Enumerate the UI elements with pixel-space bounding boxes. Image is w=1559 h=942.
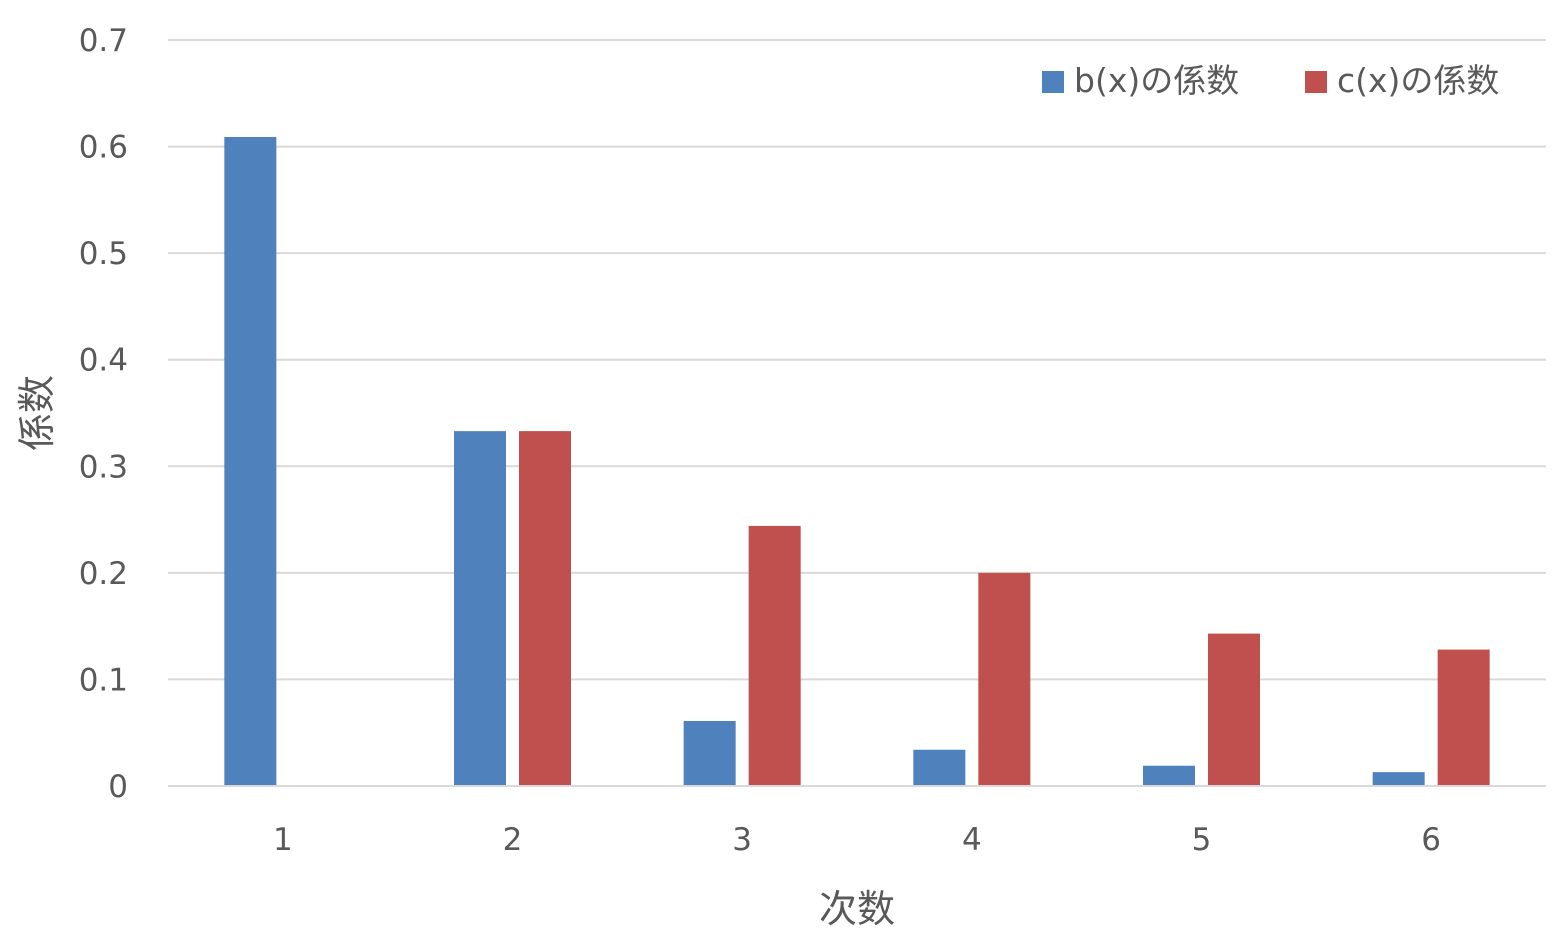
bar-c-4	[978, 572, 1031, 786]
bar-c-6	[1437, 649, 1490, 786]
x-tick-label: 2	[503, 822, 523, 858]
y-tick-label: 0.3	[79, 449, 128, 485]
y-tick-label: 0.2	[79, 556, 128, 592]
bars	[224, 136, 1490, 787]
x-tick-label: 3	[732, 822, 752, 858]
y-tick-label: 0.4	[79, 343, 128, 379]
bar-b-2	[454, 431, 506, 786]
bar-c-3	[748, 525, 801, 786]
bar-b-5	[1143, 765, 1195, 786]
y-axis-title: 係数	[15, 375, 59, 451]
legend-swatch-b	[1042, 71, 1064, 93]
bar-c-5	[1208, 633, 1260, 786]
bar-c-2	[519, 431, 571, 786]
y-tick-label: 0.1	[79, 662, 128, 698]
legend-label-c: c(x)の係数	[1337, 61, 1499, 100]
bar-b-3	[683, 720, 736, 786]
x-tick-label: 1	[273, 822, 293, 858]
y-tick-label: 0.5	[79, 236, 128, 272]
x-tick-label: 6	[1421, 822, 1441, 858]
legend: b(x)の係数 c(x)の係数	[1042, 61, 1499, 100]
y-tick-label: 0.7	[79, 23, 128, 59]
y-axis: 0 0.1 0.2 0.3 0.4 0.5 0.6 0.7	[79, 23, 128, 805]
x-tick-label: 4	[962, 822, 982, 858]
y-tick-label: 0.6	[79, 130, 128, 166]
x-tick-label: 5	[1192, 822, 1212, 858]
x-axis-title: 次数	[819, 887, 895, 931]
x-axis: 1 2 3 4 5 6	[168, 785, 1546, 858]
gridlines	[168, 39, 1546, 681]
bar-b-6	[1372, 772, 1425, 786]
bar-b-4	[913, 749, 966, 786]
y-tick-label: 0	[108, 769, 128, 805]
bar-b-1	[224, 136, 277, 787]
legend-label-b: b(x)の係数	[1074, 61, 1239, 100]
legend-swatch-c	[1305, 71, 1327, 93]
